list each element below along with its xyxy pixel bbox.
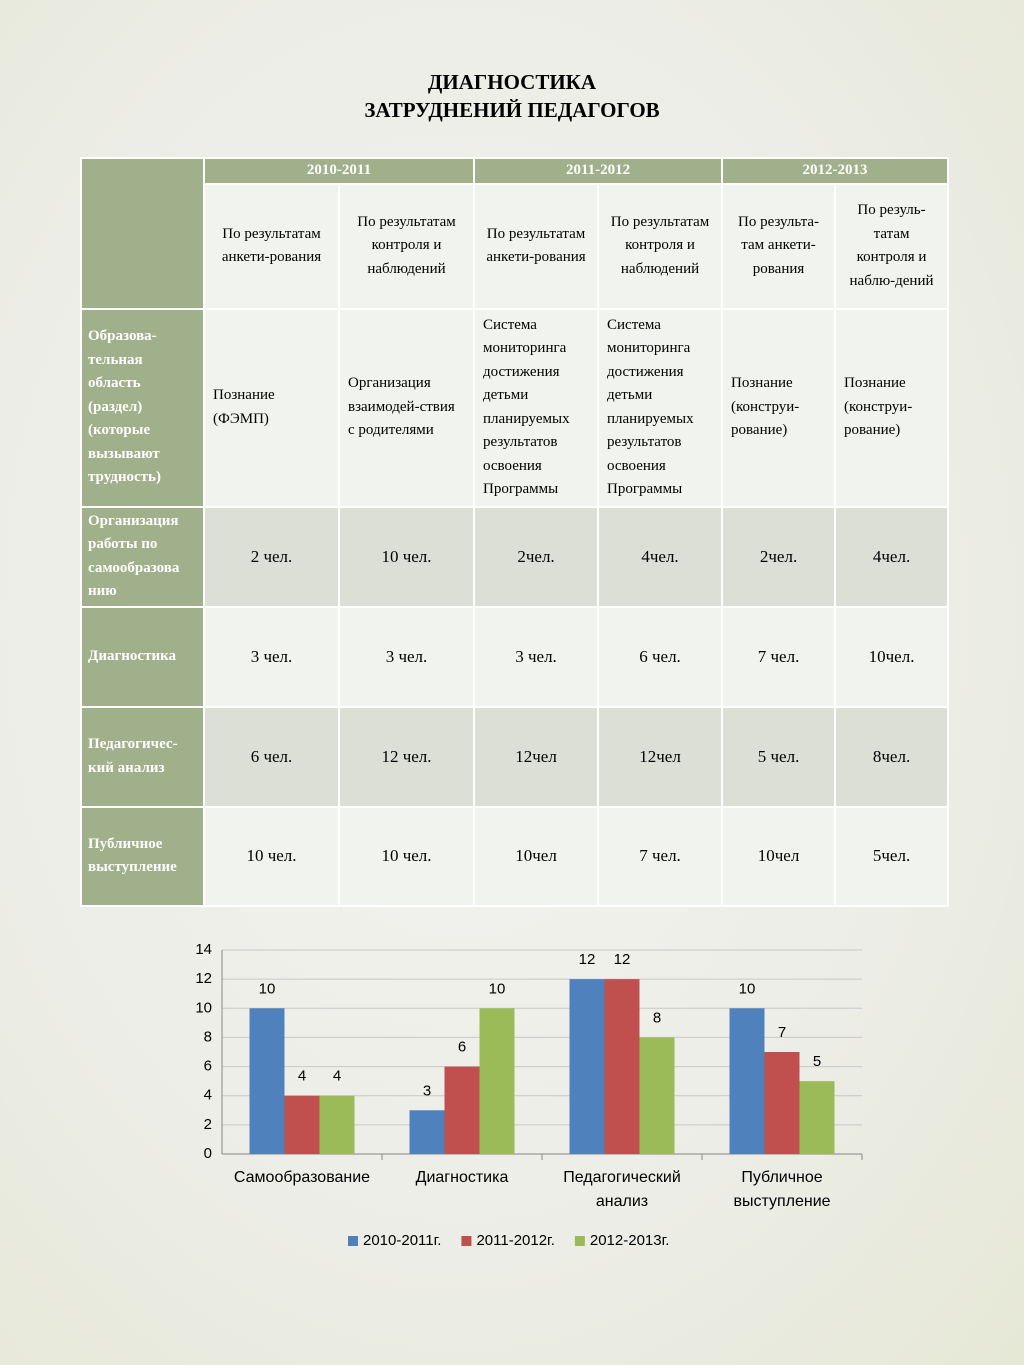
header-row: 2010-2011 2011-2012 2012-2013	[80, 157, 950, 310]
cell: 4чел.	[834, 505, 950, 608]
data-label: 7	[778, 1024, 786, 1041]
data-label: 8	[653, 1009, 661, 1026]
cell: 2чел.	[473, 505, 600, 608]
subheader: По результатам анкети-рования	[473, 182, 600, 310]
y-tick-label: 8	[204, 1028, 212, 1045]
bar	[284, 1095, 320, 1154]
bar	[799, 1081, 835, 1154]
cell: 12чел	[597, 705, 724, 808]
bar	[569, 979, 605, 1154]
table-row: Организация работы по самообразова нию 2 …	[80, 505, 950, 608]
subheader: По результатам контроля и наблюдений	[337, 182, 476, 310]
data-label: 12	[614, 951, 631, 968]
y-tick-label: 12	[195, 970, 212, 987]
row-header: Образова-тельная область (раздел) (котор…	[80, 307, 205, 508]
cell: Система мониторинга достижения детьми пл…	[473, 307, 600, 508]
cell: 12 чел.	[337, 705, 476, 808]
subheader: По результа-там анкети-рования	[721, 182, 837, 310]
y-tick-label: 6	[204, 1058, 212, 1075]
subheader-row: По результатам анкети-рования По результа…	[81, 182, 950, 310]
x-tick-label: Педагогический анализ	[563, 1169, 681, 1210]
bar	[444, 1066, 480, 1154]
subheader: По резуль-татам контроля и наблю-дений	[834, 182, 950, 310]
subheader: По результатам контроля и наблюдений	[597, 182, 724, 310]
row-header: Организация работы по самообразова нию	[80, 505, 205, 608]
cell: 4чел.	[597, 505, 724, 608]
cell: 10 чел.	[203, 805, 340, 907]
cell: 5чел.	[834, 805, 950, 907]
data-label: 10	[259, 980, 276, 997]
table-row: Диагностика 3 чел. 3 чел. 3 чел. 6 чел. 7 чел…	[80, 605, 950, 708]
bar	[409, 1110, 445, 1154]
cell: 7 чел.	[721, 605, 837, 708]
data-label: 12	[579, 951, 596, 968]
data-label: 5	[813, 1053, 821, 1070]
table: 2010-2011 2011-2012 2012-2013 По результата…	[80, 157, 950, 907]
legend-label: 2011-2012г.	[476, 1232, 554, 1249]
x-tick-label: Публичное выступление	[733, 1169, 831, 1210]
cell: Познание (конструи-рование)	[721, 307, 837, 508]
bar	[639, 1037, 675, 1154]
cell: 10чел	[721, 805, 837, 907]
cell: 12чел	[473, 705, 600, 808]
bar	[249, 1008, 285, 1154]
table-row: Образова-тельная область (раздел) (котор…	[80, 307, 950, 508]
cell: 7 чел.	[597, 805, 724, 907]
bar	[729, 1008, 765, 1154]
cell: 3 чел.	[203, 605, 340, 708]
legend-swatch	[574, 1236, 585, 1246]
corner-cell	[80, 157, 205, 310]
legend-label: 2010-2011г.	[363, 1232, 441, 1249]
x-tick-label: Диагностика	[415, 1169, 509, 1186]
data-label: 4	[298, 1068, 306, 1085]
title-text: ДИАГНОСТИКА ЗАТРУДНЕНИЙ ПЕДАГОГОВ	[364, 70, 660, 122]
table-row: Публичное выступление 10 чел. 10 чел. 10чел…	[80, 805, 950, 907]
cell: Познание (ФЭМП)	[203, 307, 340, 508]
cell: Познание (конструи-рование)	[834, 307, 950, 508]
data-label: 6	[458, 1039, 466, 1056]
data-label: 3	[423, 1082, 431, 1099]
year-header: 2010-2011	[202, 157, 476, 185]
y-tick-label: 2	[204, 1116, 212, 1133]
cell: 3 чел.	[337, 605, 476, 708]
title: ДИАГНОСТИКА ЗАТРУДНЕНИЙ ПЕДАГОГОВ	[0, 68, 1024, 124]
cell: 6 чел.	[597, 605, 724, 708]
data-label: 10	[739, 980, 756, 997]
year-header: 2012-2013	[721, 157, 950, 185]
cell: Организация взаимодей-ствия с родителями	[337, 307, 476, 508]
cell: Система мониторинга достижения детьми пл…	[597, 307, 724, 508]
x-tick-label: Самообразование	[233, 1169, 371, 1186]
cell: 10 чел.	[337, 805, 476, 907]
legend-swatch	[348, 1236, 358, 1246]
y-tick-label: 4	[204, 1087, 212, 1104]
bar	[604, 979, 640, 1154]
row-header: Диагностика	[80, 605, 205, 708]
row-header: Публичное выступление	[80, 805, 205, 907]
bar	[479, 1008, 515, 1154]
y-tick-label: 14	[195, 941, 212, 958]
y-tick-label: 10	[195, 999, 212, 1016]
data-label: 10	[489, 980, 506, 997]
cell: 2 чел.	[203, 505, 340, 608]
bar	[319, 1095, 355, 1154]
cell: 3 чел.	[473, 605, 600, 708]
cell: 6 чел.	[203, 705, 340, 808]
table-row: Педагогичес-кий анализ 6 чел. 12 чел. 12чел…	[80, 705, 950, 808]
cell: 5 чел.	[721, 705, 837, 808]
legend-label: 2012-2013г.	[590, 1232, 670, 1249]
cell: 8чел.	[834, 705, 950, 808]
data-label: 4	[333, 1068, 341, 1085]
cell: 2чел.	[721, 505, 837, 608]
cell: 10чел.	[834, 605, 950, 708]
subheader: По результатам анкети-рования	[203, 182, 340, 310]
row-header: Педагогичес-кий анализ	[80, 705, 205, 808]
cell: 10 чел.	[337, 505, 476, 608]
bar	[764, 1052, 800, 1154]
legend-swatch	[461, 1236, 472, 1246]
cell: 10чел	[473, 805, 600, 907]
y-tick-label: 0	[204, 1145, 212, 1162]
